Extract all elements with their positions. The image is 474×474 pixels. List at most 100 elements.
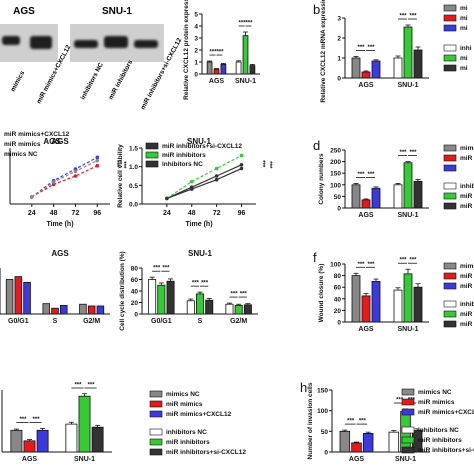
blot-lane-label: mimics [10, 70, 27, 93]
legend-swatch [443, 54, 457, 62]
bar [393, 289, 403, 323]
legend-swatch [149, 448, 163, 456]
bar [403, 162, 413, 209]
x-tick-label: AGS [358, 212, 374, 219]
data-point [239, 153, 244, 158]
y-tick-label: 250 [330, 148, 341, 155]
x-tick-label: SNU-1 [397, 82, 418, 89]
x-tick-label: AGS [349, 456, 365, 463]
legend-swatch [443, 282, 457, 290]
legend-entry: miR inhibit [460, 321, 474, 328]
bar [148, 279, 157, 315]
bar [393, 184, 403, 209]
legend-entry: mi [460, 65, 468, 72]
legend-entry: miR inhibitors [162, 152, 206, 159]
legend-swatch [443, 192, 457, 200]
sig-label: *** [399, 258, 407, 264]
legend-swatch [443, 24, 457, 32]
legend-entry: miR mimics [418, 399, 455, 406]
legend-swatch [443, 144, 457, 152]
data-point [189, 187, 194, 191]
y-tick-label: 40 [131, 289, 139, 296]
bar [205, 299, 214, 315]
data-point [95, 158, 100, 163]
legend-entry: miR inhibitors+si-CXCL12 [166, 449, 246, 456]
legend-entry: miR mimics [460, 155, 474, 162]
chart-title: SNU-1 [188, 249, 213, 258]
x-tick-label: S [53, 318, 58, 325]
x-tick-label: AGS [358, 82, 374, 89]
legend-swatch [443, 154, 457, 162]
sig-label: *** [359, 419, 367, 425]
plots-layer: 0 1 2 3 4 5 Relative CXCL12 protein expression… [0, 0, 474, 463]
legend-entry: mimics NC [460, 263, 474, 270]
y-tick-label: 3 [337, 16, 341, 23]
legend-entry: inhibitors NC [418, 427, 459, 434]
bar [36, 429, 49, 453]
y-axis-label: Cell cycle distribution (%) [119, 251, 126, 330]
bar [371, 280, 381, 323]
bar [225, 303, 234, 315]
legend-swatch [443, 262, 457, 270]
x-tick-label: 48 [188, 210, 196, 217]
y-tick-label: 2 [194, 48, 198, 55]
y-tick-label: 80 [131, 266, 139, 273]
bar [10, 429, 23, 453]
legend-swatch [443, 310, 457, 318]
panel-label: f [313, 250, 317, 265]
sig-label: *** [409, 258, 417, 264]
bar [206, 61, 213, 75]
bar [351, 57, 361, 79]
bar [65, 423, 78, 453]
y-axis-label: Relative CXCL12 mRNA expression [320, 0, 327, 103]
x-tick-label: AGS [22, 456, 38, 463]
legend-entry: mi [460, 15, 468, 22]
bar [213, 68, 220, 75]
y-tick-label: 0 [337, 206, 341, 213]
data-point [214, 166, 219, 171]
bar [351, 184, 361, 209]
sig-label: *** [162, 266, 170, 272]
bar [371, 187, 381, 209]
y-tick-label: 200 [330, 159, 341, 166]
series-line [166, 164, 242, 199]
y-tick-label: 0 [324, 450, 328, 457]
bar [361, 295, 371, 323]
legend-swatch [443, 64, 457, 72]
bar [413, 286, 423, 323]
sig-label: *** [409, 150, 417, 156]
legend-swatch [443, 4, 457, 12]
legend-entry: mimics NC [4, 151, 38, 158]
bar [361, 71, 371, 79]
x-tick-label: SNU-1 [395, 456, 416, 463]
y-tick-label: 0 [337, 320, 341, 327]
sig-label: *** [240, 292, 248, 298]
sig-label: *** [74, 383, 82, 389]
bar [51, 307, 59, 315]
bar [235, 61, 242, 75]
blot-band [104, 36, 128, 48]
legend-swatch [443, 320, 457, 328]
sig-label: *** [367, 45, 375, 51]
sig-label: *** [347, 419, 355, 425]
sig-label: *** [210, 50, 218, 56]
legend-entry: inhibitors [460, 301, 474, 308]
legend-swatch [401, 388, 415, 396]
legend-entry: mi [460, 5, 468, 12]
legend-swatch [149, 428, 163, 436]
sig-label: *** [266, 161, 272, 169]
sig-label: *** [33, 417, 41, 423]
legend-entry: miR inhibitors+si-CXCL12 [418, 447, 474, 454]
legend-entry: miR inhibit [460, 203, 474, 210]
x-tick-label: AGS [209, 78, 225, 85]
legend-entry: miR inhibitors+si-CXCL12 [162, 143, 242, 150]
blot-lane-label: inhibitors NC [80, 61, 105, 101]
legend-swatch [401, 426, 415, 434]
legend-swatch [401, 408, 415, 416]
legend-entry: miR mimics [4, 141, 41, 148]
y-tick-label: 1 [194, 60, 198, 67]
legend-entry: miR mimics+CXCL12 [418, 409, 474, 416]
bar [249, 65, 256, 75]
sig-label: *** [153, 266, 161, 272]
y-tick-label: 1 [337, 56, 341, 63]
